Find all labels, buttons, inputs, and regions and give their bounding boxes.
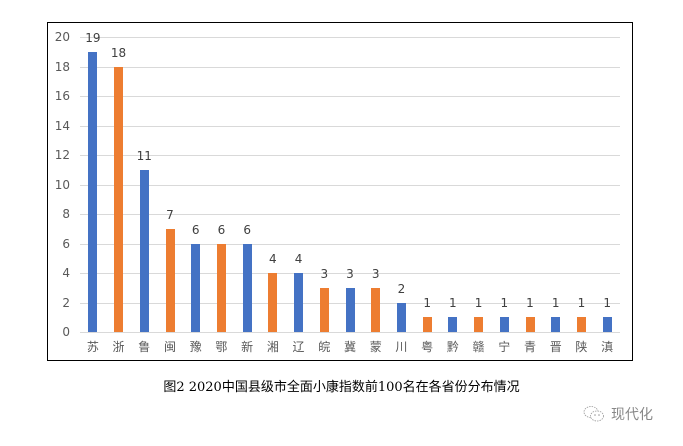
gridline — [80, 214, 620, 215]
bar — [268, 273, 278, 332]
x-tick-label: 陕 — [575, 340, 588, 354]
gridline — [80, 37, 620, 38]
data-label: 1 — [500, 296, 509, 311]
x-tick-label: 川 — [395, 340, 408, 354]
x-tick-label: 鄂 — [215, 340, 228, 354]
data-label: 4 — [269, 252, 277, 266]
x-tick-label: 苏 — [86, 340, 99, 354]
gridline — [80, 273, 620, 274]
x-tick-label: 黔 — [446, 340, 459, 354]
watermark: 现代化 — [583, 404, 653, 424]
x-tick-label: 青 — [523, 340, 536, 354]
x-tick-label: 皖 — [318, 340, 331, 354]
y-tick-label: 0 — [62, 325, 70, 339]
bar — [551, 317, 561, 332]
bar — [499, 317, 509, 332]
x-tick-label: 赣 — [472, 340, 485, 354]
bar — [448, 317, 458, 332]
bar — [165, 228, 175, 332]
bar — [396, 302, 406, 332]
y-tick-label: 8 — [62, 207, 70, 221]
gridline — [80, 332, 620, 333]
x-tick-label: 闽 — [163, 340, 176, 354]
data-label: 11 — [136, 148, 152, 163]
y-tick-label: 20 — [54, 30, 70, 44]
chart-frame — [47, 22, 633, 361]
watermark-text: 现代化 — [611, 407, 653, 423]
data-label: 6 — [243, 222, 251, 237]
bar — [422, 317, 432, 332]
y-tick-label: 16 — [54, 89, 70, 103]
bar — [242, 243, 252, 332]
bar — [525, 317, 535, 332]
data-label: 3 — [346, 266, 354, 281]
data-label: 4 — [294, 252, 303, 266]
gridline — [80, 66, 620, 68]
bar — [216, 243, 226, 332]
y-tick-label: 6 — [62, 236, 70, 251]
bar — [602, 317, 612, 332]
bar — [294, 273, 304, 332]
gridline — [80, 155, 620, 156]
x-tick-label: 晋 — [549, 340, 562, 354]
y-tick-label: 2 — [62, 295, 70, 310]
bar — [191, 243, 201, 332]
data-label: 1 — [551, 296, 560, 311]
bar — [576, 317, 586, 332]
y-tick-label: 10 — [54, 177, 70, 192]
x-tick-label: 蒙 — [369, 340, 382, 354]
x-tick-label: 辽 — [292, 340, 305, 354]
gridline — [80, 125, 620, 127]
data-label: 1 — [526, 296, 534, 311]
x-tick-label: 湘 — [266, 340, 279, 354]
bar — [319, 287, 329, 332]
plot-area: 19 18 11 7 6 6 6 4 4 3 3 3 2 1 1 1 1 1 1 1 1 — [80, 31, 620, 333]
x-tick-label: 浙 — [112, 340, 125, 354]
gridline — [80, 184, 620, 186]
x-tick-label: 宁 — [498, 340, 511, 354]
data-label: 18 — [110, 45, 127, 60]
y-tick-label: 4 — [62, 266, 70, 280]
bar — [474, 317, 484, 332]
x-tick-label: 豫 — [189, 340, 202, 354]
gridline — [80, 96, 620, 97]
data-label: 6 — [217, 222, 226, 237]
wechat-icon — [583, 406, 604, 422]
data-label: 3 — [371, 266, 380, 281]
y-tick-label: 18 — [54, 59, 70, 74]
bar — [114, 66, 124, 332]
bar — [345, 287, 355, 332]
data-label: 6 — [191, 222, 200, 237]
data-label: 3 — [320, 266, 329, 281]
x-tick-label: 鲁 — [138, 340, 151, 354]
data-label: 7 — [166, 207, 174, 222]
data-label: 1 — [603, 296, 611, 311]
bar — [88, 51, 98, 332]
y-tick-label: 14 — [54, 118, 70, 133]
bar — [139, 169, 149, 332]
bar — [371, 287, 381, 332]
data-label: 1 — [449, 296, 457, 311]
x-tick-label: 冀 — [343, 340, 356, 354]
figure-caption: 图2 2020中国县级市全面小康指数前100名在各省份分布情况 — [163, 380, 520, 395]
gridline — [80, 243, 620, 245]
data-label: 1 — [423, 296, 431, 311]
y-tick-label: 12 — [54, 148, 70, 162]
data-label: 19 — [85, 30, 101, 45]
data-label: 1 — [474, 296, 483, 311]
data-label: 1 — [577, 296, 586, 311]
x-tick-label: 滇 — [601, 340, 614, 354]
x-tick-label: 新 — [241, 340, 254, 354]
data-label: 2 — [397, 281, 406, 296]
x-tick-label: 粤 — [421, 340, 434, 354]
